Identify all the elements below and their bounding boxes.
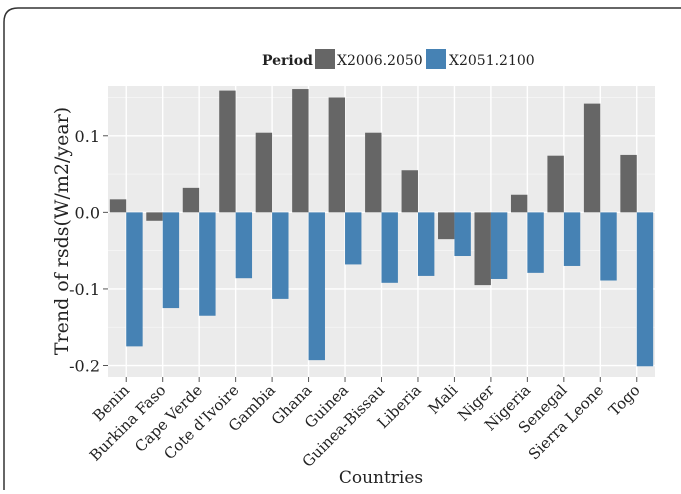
bar-benin-x2051-2100 xyxy=(126,212,143,347)
bar-mali-x2006-2050 xyxy=(438,212,455,240)
bar-guinea-bissau-x2051-2100 xyxy=(381,212,398,283)
y-axis-title: Trend of rsds(W/m2/year) xyxy=(51,107,73,355)
bar-guinea-x2051-2100 xyxy=(345,212,362,265)
legend-label-x2051-2100: X2051.2100 xyxy=(449,53,535,69)
bar-cape-verde-x2006-2050 xyxy=(182,187,200,213)
bar-liberia-x2006-2050 xyxy=(401,170,418,213)
bar-togo-x2006-2050 xyxy=(620,154,637,213)
bar-togo-x2051-2100 xyxy=(636,212,654,367)
bar-ghana-x2006-2050 xyxy=(292,89,309,213)
bar-liberia-x2051-2100 xyxy=(417,212,435,276)
bar-gambia-x2006-2050 xyxy=(255,132,273,213)
legend-key-x2006-2050 xyxy=(315,49,335,69)
legend-label-x2006-2050: X2006.2050 xyxy=(337,53,423,69)
bar-sierra-leone-x2006-2050 xyxy=(583,103,601,213)
y-tick-label: -0.2 xyxy=(69,357,100,376)
bar-niger-x2051-2100 xyxy=(490,212,508,279)
bar-nigeria-x2006-2050 xyxy=(510,194,528,213)
bar-senegal-x2006-2050 xyxy=(547,155,564,213)
x-axis-title: Countries xyxy=(339,468,423,488)
bar-cote-d-ivoire-x2006-2050 xyxy=(219,90,236,213)
bar-burkina-faso-x2006-2050 xyxy=(146,212,163,221)
bar-guinea-bissau-x2006-2050 xyxy=(365,132,382,213)
bar-mali-x2051-2100 xyxy=(454,212,471,257)
y-tick-label: 0.0 xyxy=(75,203,100,222)
bar-guinea-x2006-2050 xyxy=(328,97,346,213)
y-tick-label: -0.1 xyxy=(69,280,100,299)
bar-gambia-x2051-2100 xyxy=(272,212,289,299)
bars xyxy=(109,89,654,367)
legend: Period X2006.2050 X2051.2100 xyxy=(262,49,535,69)
bar-senegal-x2051-2100 xyxy=(563,212,581,266)
bar-niger-x2006-2050 xyxy=(474,212,491,286)
y-axis: 0.1 0.0 -0.1 -0.2 xyxy=(69,127,108,376)
bar-cote-d-ivoire-x2051-2100 xyxy=(235,212,253,279)
bar-nigeria-x2051-2100 xyxy=(527,212,544,273)
bar-ghana-x2051-2100 xyxy=(308,212,325,361)
bar-sierra-leone-x2051-2100 xyxy=(600,212,617,281)
card-border xyxy=(3,7,681,490)
bar-cape-verde-x2051-2100 xyxy=(199,212,216,316)
legend-key-x2051-2100 xyxy=(426,49,446,69)
legend-title: Period xyxy=(262,53,313,69)
y-tick-label: 0.1 xyxy=(75,127,100,146)
bar-benin-x2006-2050 xyxy=(109,199,127,213)
bar-burkina-faso-x2051-2100 xyxy=(162,212,180,309)
x-tick-label-togo: Togo xyxy=(605,381,644,420)
